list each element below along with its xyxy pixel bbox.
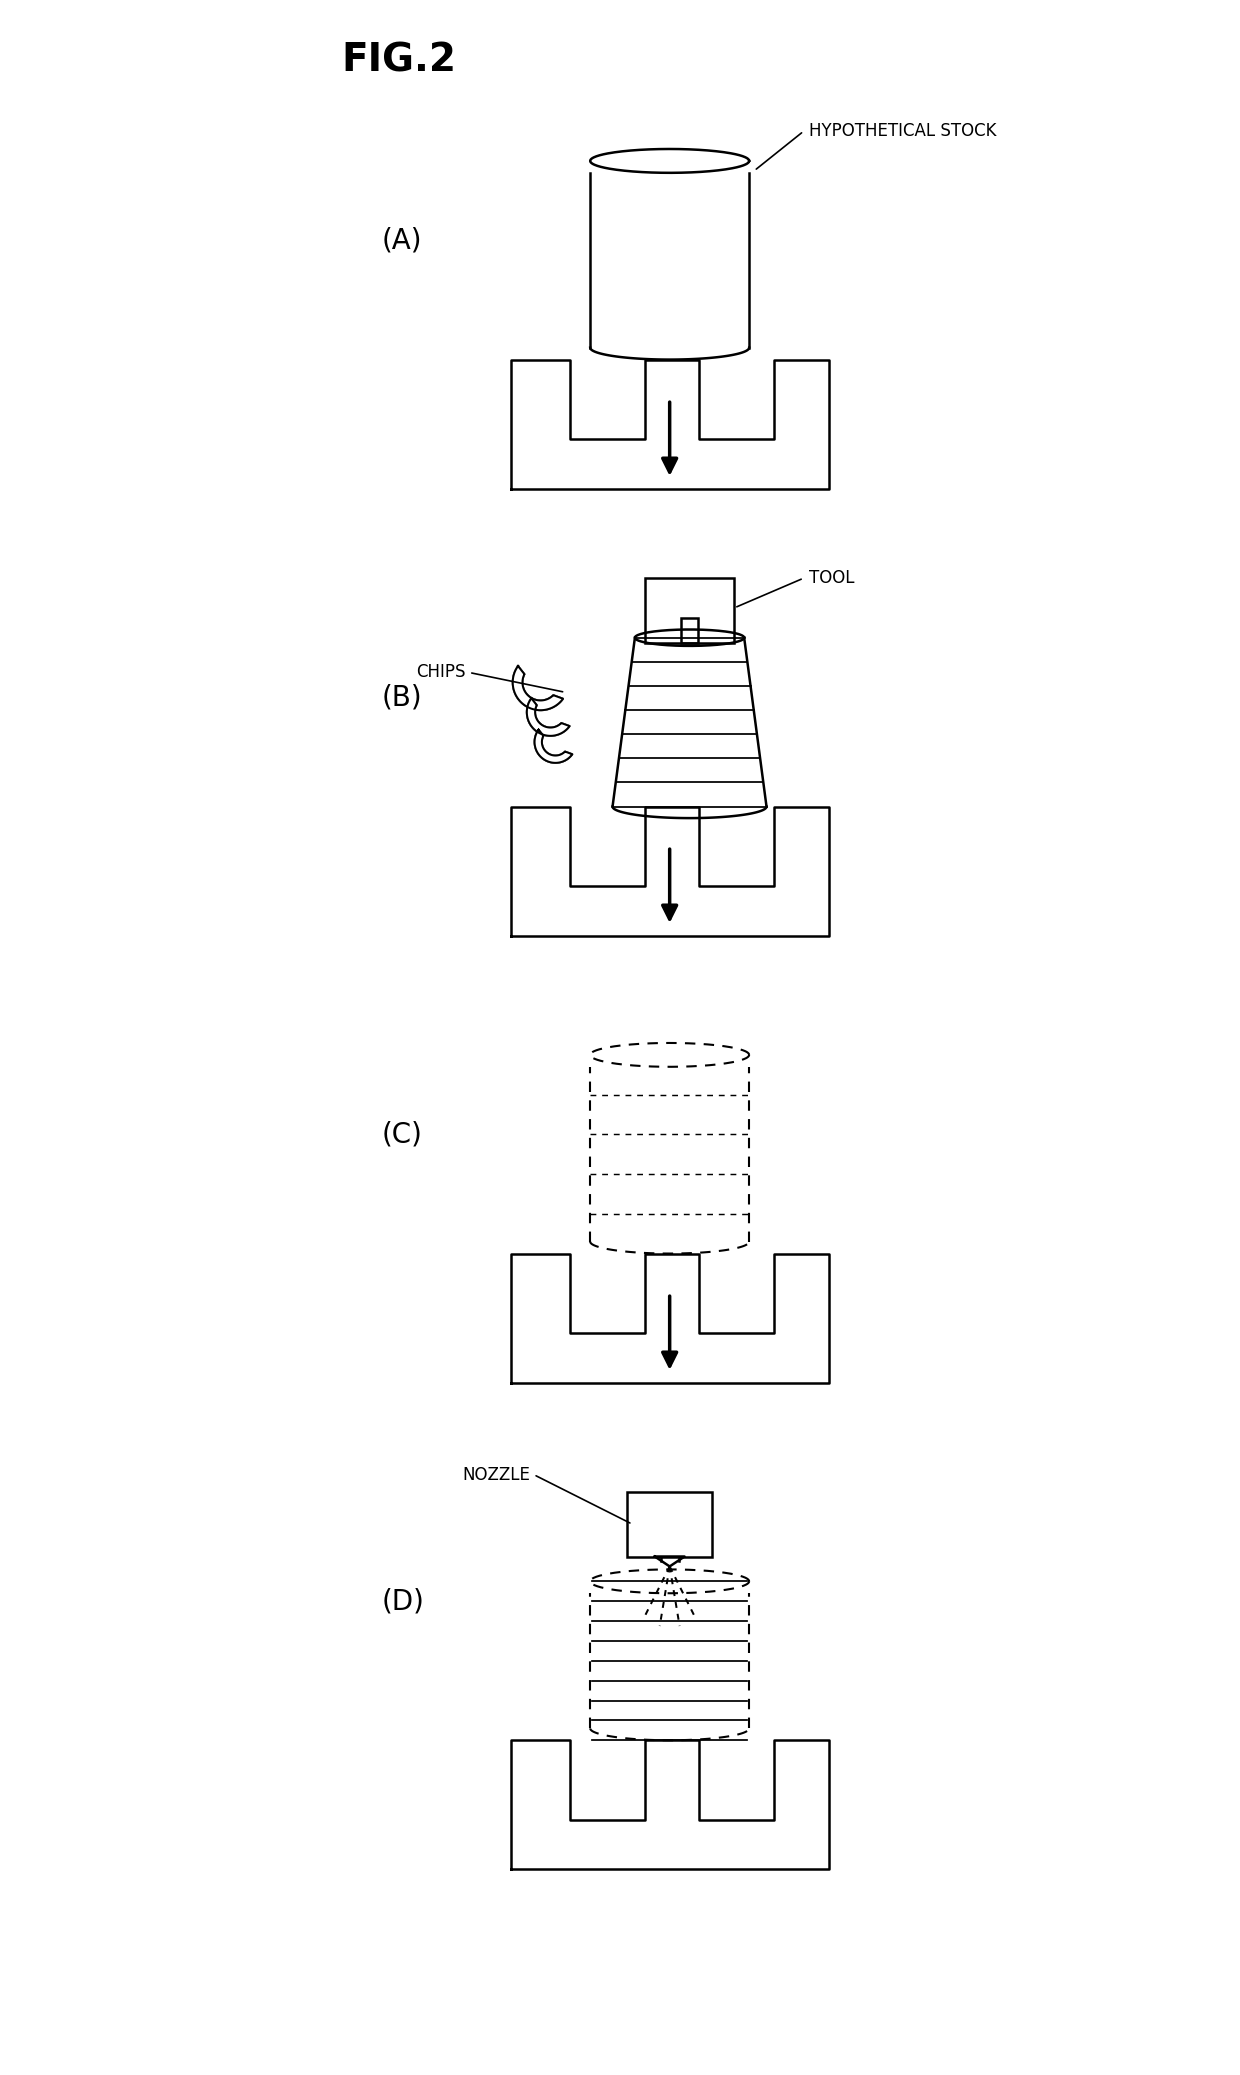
Text: TOOL: TOOL	[808, 569, 854, 587]
Bar	[681, 618, 698, 643]
Text: HYPOTHETICAL STOCK: HYPOTHETICAL STOCK	[808, 122, 996, 141]
Text: (D): (D)	[382, 1587, 424, 1614]
Text: (C): (C)	[382, 1120, 423, 1147]
Polygon shape	[534, 730, 573, 764]
Polygon shape	[512, 666, 563, 710]
Text: (B): (B)	[382, 683, 423, 712]
Text: FIG.2: FIG.2	[342, 42, 456, 79]
Polygon shape	[527, 699, 569, 737]
Text: (A): (A)	[382, 226, 422, 255]
Text: CHIPS: CHIPS	[417, 664, 466, 681]
Text: NOZZLE: NOZZLE	[463, 1465, 531, 1484]
Bar	[645, 579, 734, 643]
Bar	[627, 1492, 712, 1556]
